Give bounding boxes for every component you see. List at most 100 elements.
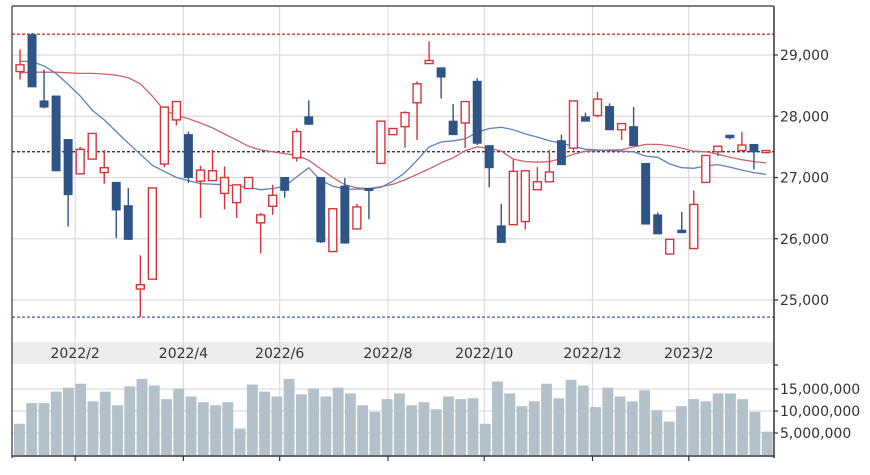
candle-body xyxy=(653,214,663,235)
x-axis-label-band xyxy=(12,342,774,364)
volume-bar xyxy=(394,393,405,455)
candle-body xyxy=(63,139,73,196)
candle-body xyxy=(400,111,410,128)
volume-bar xyxy=(332,387,344,455)
candle-down xyxy=(556,134,566,166)
candle-up xyxy=(243,176,254,190)
x-axis-label: 2022/12 xyxy=(563,346,621,362)
candle-down xyxy=(39,69,49,109)
volume-axis-label: 15,000,000 xyxy=(780,382,860,398)
candle-body xyxy=(280,177,290,191)
volume-bar xyxy=(246,384,258,455)
volume-bar xyxy=(222,402,234,455)
candle-down xyxy=(484,145,494,188)
candle-down xyxy=(63,139,73,227)
volume-bar xyxy=(418,402,430,455)
volume-bar xyxy=(271,396,283,455)
ma-short-line xyxy=(19,60,767,191)
volume-bar xyxy=(161,399,172,455)
candle-body xyxy=(532,181,543,191)
volume-bar xyxy=(541,383,552,455)
candle-body xyxy=(195,169,206,182)
candle-body xyxy=(111,181,121,211)
volume-bar xyxy=(210,405,221,455)
candle-up xyxy=(665,238,675,255)
candle-up xyxy=(376,120,386,165)
candle-body xyxy=(135,283,145,290)
candle-body xyxy=(424,59,434,65)
candle-body xyxy=(183,134,193,178)
price-axis-label: 25,000 xyxy=(780,293,829,309)
candle-body xyxy=(123,205,133,240)
volume-bar xyxy=(308,388,320,455)
candle-up xyxy=(75,146,85,175)
candle-down xyxy=(183,131,193,184)
candle-body xyxy=(364,188,374,192)
volume-bar xyxy=(565,379,577,455)
candle-up xyxy=(424,41,434,65)
x-axis-labels: 2022/2 2022/4 2022/6 2022/8 2022/10 2022/12 20… xyxy=(51,346,714,362)
price-axis-labels: 29,000 28,000 27,000 26,000 25,000 xyxy=(774,48,829,309)
volume-bar xyxy=(99,391,111,455)
volume-bar xyxy=(626,401,638,455)
volume-bar xyxy=(295,394,307,455)
volume-bar xyxy=(761,431,773,455)
candle-down xyxy=(749,143,759,170)
volume-bar xyxy=(357,405,369,455)
candle-up xyxy=(267,184,278,215)
moving-average-lines xyxy=(19,60,767,191)
candle-body xyxy=(316,177,326,243)
volume-bar xyxy=(675,406,687,455)
volume-bar xyxy=(590,407,601,455)
volume-bar xyxy=(148,385,160,455)
candle-body xyxy=(436,67,446,78)
candle-body xyxy=(207,170,218,182)
volume-bar xyxy=(467,398,479,455)
candle-body xyxy=(581,116,590,122)
candle-body xyxy=(701,154,711,184)
volume-bar xyxy=(124,386,136,455)
candle-down xyxy=(27,32,37,88)
candle-up xyxy=(292,128,302,162)
candle-up xyxy=(135,255,145,318)
chart-frame xyxy=(11,5,775,458)
candle-down xyxy=(448,104,458,136)
candle-up xyxy=(592,91,603,118)
candle-down xyxy=(280,177,290,198)
candle-body xyxy=(267,194,278,207)
x-axis-label: 2023/2 xyxy=(664,346,713,362)
volume-bar xyxy=(553,398,565,455)
candle-up xyxy=(352,203,362,230)
candle-body xyxy=(605,105,615,131)
price-axis-label: 26,000 xyxy=(780,232,829,248)
candle-body xyxy=(448,120,458,136)
volume-bar xyxy=(185,396,197,455)
candle-down xyxy=(641,162,651,225)
candle-body xyxy=(460,100,470,124)
volume-bar xyxy=(283,378,295,455)
candle-up xyxy=(388,127,398,136)
volume-bar xyxy=(430,409,442,455)
candlesticks xyxy=(15,32,771,318)
volume-bar xyxy=(443,396,454,455)
candle-body xyxy=(388,127,398,136)
candle-up xyxy=(147,187,158,280)
candle-down xyxy=(653,212,663,235)
candle-body xyxy=(15,64,25,73)
volume-bar xyxy=(369,411,381,455)
candle-body xyxy=(231,184,242,204)
x-axis-label: 2022/6 xyxy=(255,346,304,362)
price-axis-label: 28,000 xyxy=(780,109,829,125)
volume-axis-label: 5,000,000 xyxy=(780,426,851,442)
volume-bar xyxy=(38,403,50,455)
volume-bar xyxy=(136,378,148,455)
volume-bar xyxy=(712,393,724,455)
volume-bar xyxy=(700,401,712,455)
candle-up xyxy=(219,166,230,210)
x-axis-label: 2022/2 xyxy=(51,346,100,362)
candle-down xyxy=(677,211,687,234)
candle-up xyxy=(15,49,25,80)
candle-up xyxy=(544,149,555,183)
candle-body xyxy=(304,116,314,125)
